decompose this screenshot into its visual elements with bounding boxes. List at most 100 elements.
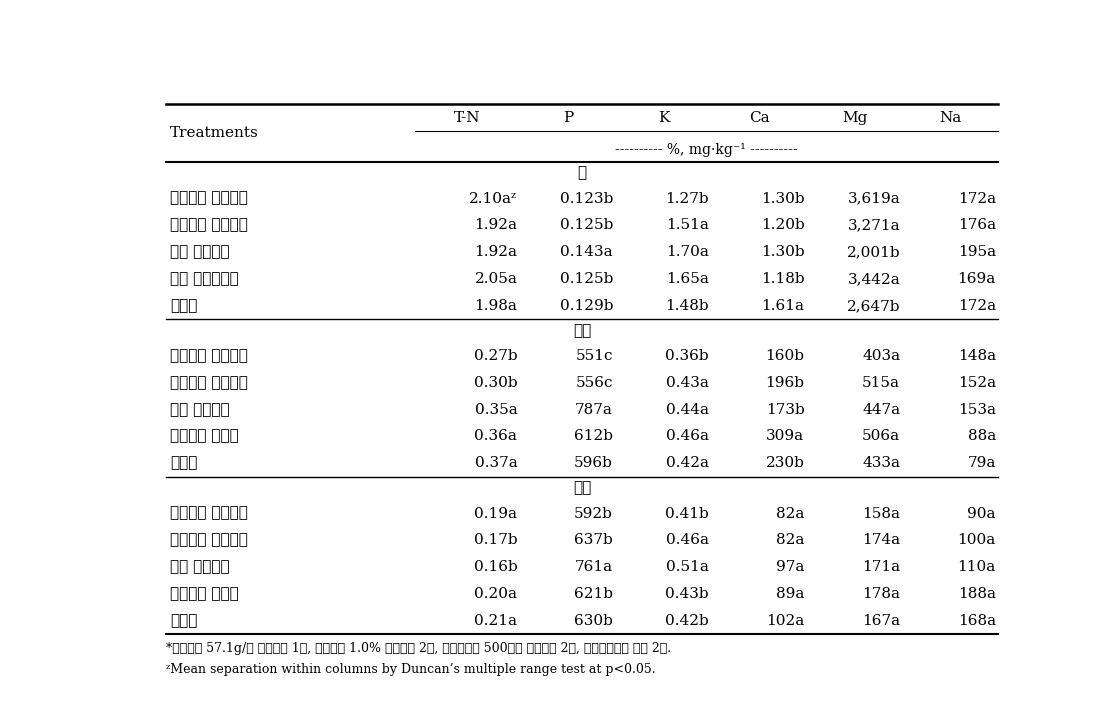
- Text: 89a: 89a: [777, 587, 805, 601]
- Text: 1.92a: 1.92a: [474, 245, 517, 260]
- Text: 630b: 630b: [574, 613, 613, 628]
- Text: T-N: T-N: [454, 111, 480, 125]
- Text: Treatments: Treatments: [170, 125, 258, 140]
- Text: 2.10aᶻ: 2.10aᶻ: [469, 191, 517, 206]
- Text: K: K: [658, 111, 669, 125]
- Text: 195a: 195a: [958, 245, 996, 260]
- Text: Na: Na: [940, 111, 961, 125]
- Text: 176a: 176a: [958, 218, 996, 233]
- Text: 시판 착색제액: 시판 착색제액: [170, 560, 229, 574]
- Text: P: P: [563, 111, 573, 125]
- Text: 0.35a: 0.35a: [474, 402, 517, 417]
- Text: 230b: 230b: [765, 456, 805, 471]
- Text: 167a: 167a: [862, 613, 900, 628]
- Text: 160b: 160b: [765, 349, 805, 363]
- Text: 90a: 90a: [967, 507, 996, 521]
- Text: 1.48b: 1.48b: [665, 299, 708, 312]
- Text: 172a: 172a: [958, 191, 996, 206]
- Text: 592b: 592b: [574, 507, 613, 521]
- Text: 농가자가 제조액: 농가자가 제조액: [170, 429, 239, 444]
- Text: 0.44a: 0.44a: [666, 402, 708, 417]
- Text: 506a: 506a: [862, 429, 900, 444]
- Text: 447a: 447a: [862, 402, 900, 417]
- Text: 2.05a: 2.05a: [474, 272, 517, 286]
- Text: 110a: 110a: [958, 560, 996, 574]
- Text: 173b: 173b: [765, 402, 805, 417]
- Text: 1.51a: 1.51a: [666, 218, 708, 233]
- Text: 612b: 612b: [574, 429, 613, 444]
- Text: 403a: 403a: [862, 349, 900, 363]
- Text: 시판 착색제액: 시판 착색제액: [170, 402, 229, 417]
- Text: 97a: 97a: [777, 560, 805, 574]
- Text: 82a: 82a: [777, 534, 805, 547]
- Text: 0.21a: 0.21a: [474, 613, 517, 628]
- Text: 0.129b: 0.129b: [560, 299, 613, 312]
- Text: 0.42a: 0.42a: [666, 456, 708, 471]
- Text: 1.65a: 1.65a: [666, 272, 708, 286]
- Text: 196b: 196b: [765, 376, 805, 390]
- Text: 황산칼륨 수관살포: 황산칼륨 수관살포: [170, 534, 248, 547]
- Text: 148a: 148a: [958, 349, 996, 363]
- Text: ---------- %, mg·kg⁻¹ ----------: ---------- %, mg·kg⁻¹ ----------: [615, 143, 798, 157]
- Text: 0.41b: 0.41b: [665, 507, 708, 521]
- Text: 0.36a: 0.36a: [474, 429, 517, 444]
- Text: 1.30b: 1.30b: [761, 191, 805, 206]
- Text: 0.143a: 0.143a: [561, 245, 613, 260]
- Text: 152a: 152a: [958, 376, 996, 390]
- Text: 637b: 637b: [574, 534, 613, 547]
- Text: 79a: 79a: [968, 456, 996, 471]
- Text: 3,619a: 3,619a: [847, 191, 900, 206]
- Text: Ca: Ca: [749, 111, 770, 125]
- Text: *황산칼륨 57.1g/주 토양시용 1회, 황산칼륨 1.0% 수체살포 2회, 시판착색제 500배액 수체살포 2회, 농가자가제조 원액 2회.: *황산칼륨 57.1g/주 토양시용 1회, 황산칼륨 1.0% 수체살포 2회…: [166, 642, 671, 655]
- Text: 178a: 178a: [862, 587, 900, 601]
- Text: 1.92a: 1.92a: [474, 218, 517, 233]
- Text: 1.18b: 1.18b: [761, 272, 805, 286]
- Text: 309a: 309a: [767, 429, 805, 444]
- Text: 농가 자가제조액: 농가 자가제조액: [170, 272, 239, 286]
- Text: 153a: 153a: [958, 402, 996, 417]
- Text: 169a: 169a: [958, 272, 996, 286]
- Text: 0.43b: 0.43b: [665, 587, 708, 601]
- Text: 무처리: 무처리: [170, 456, 198, 471]
- Text: 황산칼륨 토양시용: 황산칼륨 토양시용: [170, 349, 248, 363]
- Text: 172a: 172a: [958, 299, 996, 312]
- Text: 515a: 515a: [862, 376, 900, 390]
- Text: 1.70a: 1.70a: [666, 245, 708, 260]
- Text: 무처리: 무처리: [170, 299, 198, 312]
- Text: 1.20b: 1.20b: [761, 218, 805, 233]
- Text: 0.51a: 0.51a: [666, 560, 708, 574]
- Text: 시판 착색제액: 시판 착색제액: [170, 245, 229, 260]
- Text: 1.27b: 1.27b: [665, 191, 708, 206]
- Text: 0.125b: 0.125b: [560, 218, 613, 233]
- Text: 158a: 158a: [862, 507, 900, 521]
- Text: 농가자가 제조액: 농가자가 제조액: [170, 587, 239, 601]
- Text: 황산칼륨 수관살포: 황산칼륨 수관살포: [170, 376, 248, 390]
- Text: 0.125b: 0.125b: [560, 272, 613, 286]
- Text: 433a: 433a: [862, 456, 900, 471]
- Text: 황산칼륨 수관살포: 황산칼륨 수관살포: [170, 218, 248, 233]
- Text: 0.30b: 0.30b: [473, 376, 517, 390]
- Text: Mg: Mg: [843, 111, 867, 125]
- Text: 1.98a: 1.98a: [474, 299, 517, 312]
- Text: 551c: 551c: [575, 349, 613, 363]
- Text: 2,647b: 2,647b: [847, 299, 900, 312]
- Text: 596b: 596b: [574, 456, 613, 471]
- Text: 황산칼륨 토양시용: 황산칼륨 토양시용: [170, 507, 248, 521]
- Text: 0.20a: 0.20a: [474, 587, 517, 601]
- Text: 761a: 761a: [575, 560, 613, 574]
- Text: 100a: 100a: [958, 534, 996, 547]
- Text: 171a: 171a: [862, 560, 900, 574]
- Text: 과피: 과피: [573, 324, 591, 338]
- Text: 1.30b: 1.30b: [761, 245, 805, 260]
- Text: 3,442a: 3,442a: [847, 272, 900, 286]
- Text: 556c: 556c: [575, 376, 613, 390]
- Text: 0.16b: 0.16b: [473, 560, 517, 574]
- Text: 3,271a: 3,271a: [847, 218, 900, 233]
- Text: 0.37a: 0.37a: [474, 456, 517, 471]
- Text: 무처리: 무처리: [170, 613, 198, 628]
- Text: 1.61a: 1.61a: [761, 299, 805, 312]
- Text: 787a: 787a: [575, 402, 613, 417]
- Text: 168a: 168a: [958, 613, 996, 628]
- Text: 188a: 188a: [958, 587, 996, 601]
- Text: 0.17b: 0.17b: [473, 534, 517, 547]
